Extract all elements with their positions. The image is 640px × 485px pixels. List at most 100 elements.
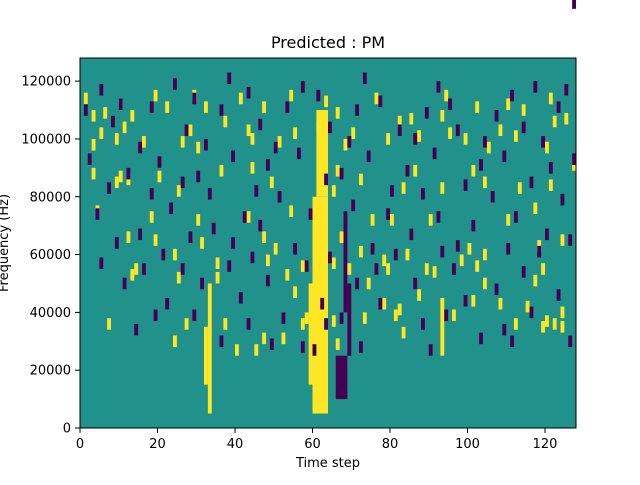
heatmap-cell-low xyxy=(428,344,433,356)
heatmap-cell-low xyxy=(568,234,573,246)
heatmap-cell-high xyxy=(393,309,398,322)
x-tick-label: 20 xyxy=(149,437,166,452)
x-tick-label: 60 xyxy=(304,437,321,452)
heatmap-cell-low xyxy=(378,95,383,108)
heatmap-cell-high xyxy=(165,101,170,113)
heatmap-cell-low xyxy=(510,89,515,102)
heatmap-cell-high xyxy=(525,300,530,313)
heatmap-cell-high xyxy=(370,214,375,226)
heatmap-cell-low xyxy=(219,104,224,116)
heatmap-cell-high xyxy=(552,115,557,128)
heatmap-cell-high xyxy=(541,263,546,275)
heatmap-cell-low xyxy=(169,202,174,215)
heatmap-cell-high xyxy=(517,182,522,194)
y-tick-label: 100000 xyxy=(21,132,71,147)
heatmap-cell-high xyxy=(91,167,96,180)
heatmap-cell-low xyxy=(521,121,526,134)
heatmap-cell-low xyxy=(258,118,263,131)
heatmap-cell-high xyxy=(424,263,429,275)
heatmap-cell-low xyxy=(471,219,476,232)
y-tick-label: 20000 xyxy=(30,364,71,379)
heatmap-cell-high xyxy=(130,269,135,281)
heatmap-cell-low xyxy=(266,274,270,287)
heatmap-cell-high xyxy=(514,318,518,330)
heatmap-cell-low xyxy=(258,219,263,232)
heatmap-cell-high xyxy=(250,133,255,145)
heatmap-cell-high xyxy=(223,115,228,128)
heatmap-cell-low xyxy=(436,81,441,93)
heatmap-cell-high xyxy=(467,243,472,255)
heatmap-cell-low xyxy=(200,277,205,290)
heatmap-cell-high xyxy=(250,162,255,174)
heatmap-cell-low xyxy=(463,295,468,307)
heatmap-cell-high xyxy=(448,127,453,139)
heatmap-cell-low xyxy=(374,263,379,275)
heatmap-cell-high xyxy=(351,127,356,139)
heatmap-cell-low xyxy=(266,159,270,171)
heatmap-cell-high xyxy=(246,124,251,137)
heatmap-cell-low xyxy=(370,243,375,255)
heatmap-cell-high xyxy=(107,318,112,330)
heatmap-cell-high xyxy=(103,107,108,119)
heatmap-cell-high xyxy=(266,254,270,267)
heatmap-cell-low xyxy=(134,323,139,336)
heatmap-cell-high xyxy=(285,269,290,281)
heatmap-cell-high xyxy=(173,335,177,348)
heatmap-cell-low xyxy=(545,228,549,241)
heatmap-cell-low xyxy=(297,147,301,160)
heatmap-cell-high xyxy=(204,101,208,113)
heatmap-cell-low xyxy=(118,98,123,111)
heatmap-cell-low xyxy=(556,289,561,301)
heatmap-cell-high xyxy=(486,141,491,154)
heatmap-cell-low xyxy=(300,81,305,93)
heatmap-cell-high xyxy=(118,170,123,183)
heatmap-cell-low xyxy=(494,283,499,296)
heatmap-cell-high xyxy=(366,277,371,290)
heatmap-cell-high xyxy=(483,176,487,189)
heatmap-cell-low xyxy=(142,263,146,275)
heatmap-cell-high xyxy=(417,289,422,301)
heatmap-cell-low xyxy=(138,141,143,154)
heatmap-cell-high xyxy=(362,312,367,324)
heatmap-cell-high xyxy=(331,257,336,270)
heatmap-cell-low xyxy=(390,185,394,197)
heatmap-cell-low xyxy=(440,245,445,258)
heatmap-cell-high xyxy=(157,170,162,183)
heatmap-cell-high xyxy=(471,295,476,307)
heatmap-cell-low xyxy=(421,318,425,330)
heatmap-cell-high xyxy=(180,136,185,148)
heatmap-cell-low xyxy=(393,248,398,261)
heatmap-cell-low xyxy=(448,98,453,111)
heatmap-cell-low xyxy=(339,312,344,324)
heatmap-cell-high xyxy=(471,164,476,177)
heatmap-cell-high xyxy=(262,231,267,243)
heatmap-cell-low xyxy=(483,136,487,148)
heatmap-cell-high xyxy=(289,205,294,217)
heatmap-cell-high xyxy=(196,141,201,154)
heatmap-cell-low xyxy=(95,208,100,220)
heatmap-cell-low xyxy=(479,332,484,345)
heatmap-cell-low xyxy=(463,179,468,191)
heatmap-cell-low xyxy=(409,228,414,241)
heatmap-cell-low xyxy=(312,344,317,356)
heatmap-cell-low xyxy=(184,124,189,137)
x-tick-label: 40 xyxy=(227,437,244,452)
heatmap-cell-high xyxy=(483,248,487,261)
heatmap-cell-high xyxy=(173,248,177,261)
heatmap-cell-high xyxy=(459,254,464,267)
heatmap-cell-low xyxy=(324,318,329,330)
y-tick-label: 60000 xyxy=(30,248,71,263)
heatmap-cell-high xyxy=(184,318,189,330)
heatmap-cell-low xyxy=(359,341,363,353)
heatmap-band-low xyxy=(343,211,348,313)
heatmap-cell-high xyxy=(153,89,158,102)
heatmap-cell-low xyxy=(386,208,391,220)
heatmap-cell-low xyxy=(320,297,325,310)
y-tick-label: 0 xyxy=(63,422,71,437)
heatmap-cell-high xyxy=(126,173,131,186)
heatmap-band-high xyxy=(207,283,212,414)
heatmap-cell-high xyxy=(339,231,344,243)
heatmap-cell-low xyxy=(250,251,255,264)
heatmap-cell-low xyxy=(246,318,251,330)
